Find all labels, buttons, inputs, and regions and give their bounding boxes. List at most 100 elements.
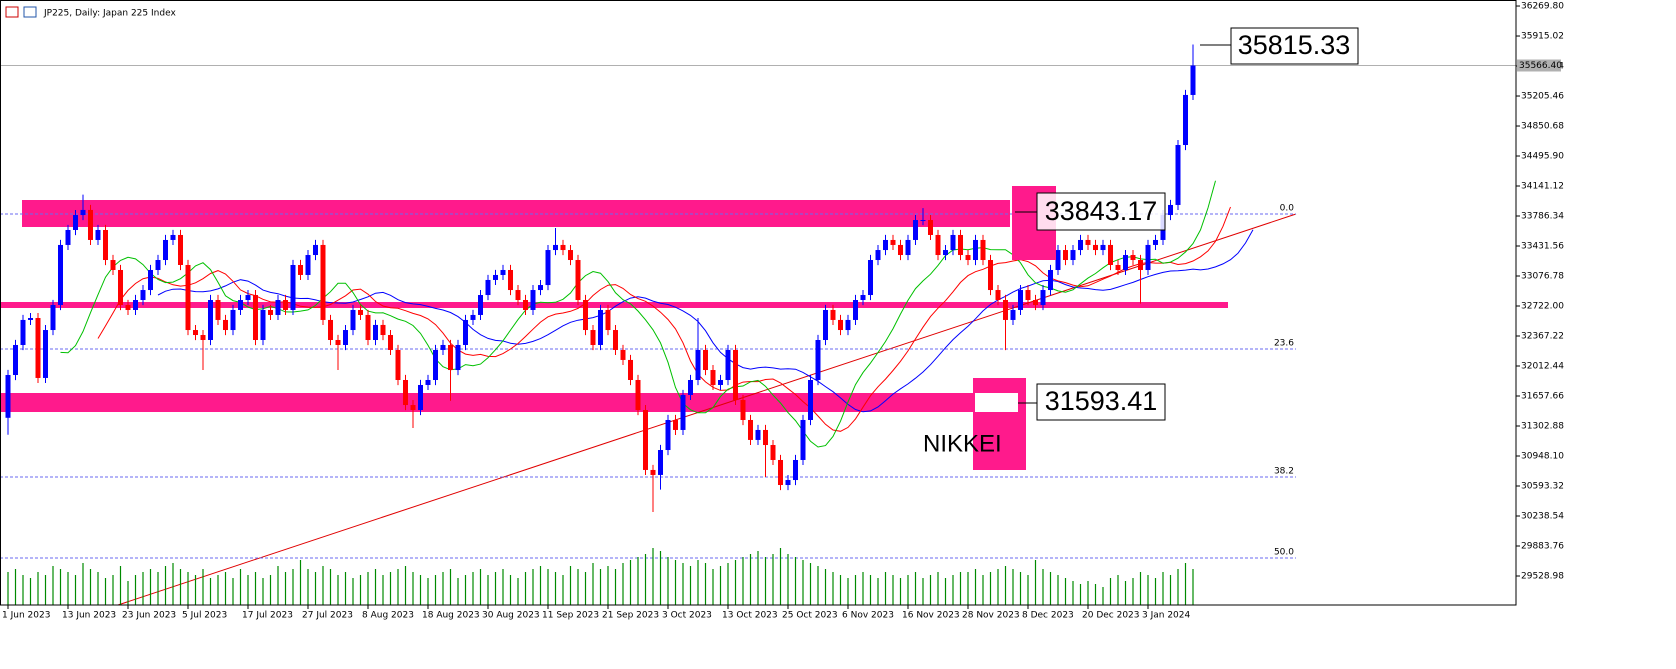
x-tick-label: 16 Nov 2023 (902, 611, 960, 621)
candle-body (1145, 244, 1151, 270)
icon (5, 6, 19, 18)
candle-body (650, 469, 656, 475)
candle-body (305, 255, 311, 275)
annotations: 35815.33 33843.17 31593.41 NIKKEI (923, 27, 1359, 470)
y-tick-label: 31302.88 (1521, 422, 1564, 432)
candle-body (898, 244, 903, 256)
candle-body (815, 340, 821, 380)
candle-body (868, 260, 873, 296)
candle-body (808, 379, 813, 420)
candle-body (785, 480, 791, 486)
candle-body (440, 344, 446, 350)
candle-body (418, 384, 423, 411)
candle-body (95, 229, 101, 240)
candle-body (1025, 290, 1031, 301)
candle-body (1003, 300, 1008, 320)
x-tick-label: 23 Jun 2023 (122, 611, 176, 621)
candle-body (920, 220, 926, 222)
candle-body (950, 234, 956, 251)
x-tick-label: 18 Aug 2023 (422, 611, 480, 621)
x-tick-label: 13 Jun 2023 (62, 611, 116, 621)
fib-label: 38.2 (1274, 466, 1294, 476)
candle-body (755, 429, 761, 440)
candle-body (335, 340, 341, 345)
candle-body (928, 220, 933, 235)
candle-body (830, 309, 836, 320)
candle-body (845, 319, 851, 331)
y-tick-label: 35915.02 (1521, 32, 1564, 42)
candle-body (73, 215, 78, 230)
callout-text: 31593.41 (1045, 386, 1158, 416)
x-tick-label: 11 Sep 2023 (542, 611, 599, 621)
candle-body (740, 399, 746, 420)
candle-body (200, 335, 206, 341)
candle-body (20, 319, 26, 345)
candle-body (628, 359, 633, 380)
candle-body (725, 349, 731, 380)
candle-body (170, 234, 176, 240)
candle-body (733, 349, 738, 400)
candle-body (1055, 250, 1061, 270)
price-label: 35566.40 (1519, 61, 1562, 71)
candle-body (230, 309, 236, 331)
candle-body (283, 300, 288, 310)
candle-body (80, 209, 86, 216)
plot-frame (0, 0, 1517, 606)
candle-body (553, 244, 558, 251)
candle-body (148, 269, 153, 291)
candle-body (433, 349, 438, 380)
candle-body (155, 260, 161, 270)
candle-body (575, 260, 581, 301)
candle-body (238, 300, 243, 310)
candle-body (1130, 255, 1136, 261)
fib-label: 0.0 (1280, 204, 1295, 214)
candle-body (1010, 309, 1016, 320)
candle-body (538, 285, 543, 291)
y-tick-label: 34141.12 (1521, 182, 1564, 192)
candle-body (703, 349, 708, 371)
candle-body (523, 300, 528, 310)
icon (23, 6, 37, 18)
candle-body (373, 324, 378, 341)
candle-body (508, 269, 513, 291)
candle-body (695, 349, 701, 380)
candle-body (988, 260, 993, 291)
callout-box (1036, 192, 1166, 231)
candle-body (133, 300, 138, 310)
chart-title: JP225, Daily: Japan 225 Index (43, 9, 176, 19)
candle-body (1115, 264, 1121, 270)
candle-body (50, 304, 56, 331)
x-tick-label: 3 Jan 2024 (1142, 611, 1190, 621)
candle-body (613, 330, 618, 350)
x-tick-label: 20 Dec 2023 (1082, 611, 1140, 621)
callout-text: 33843.17 (1045, 196, 1158, 226)
y-tick-label: 30948.10 (1521, 452, 1564, 462)
candle-body (88, 209, 93, 240)
candle-body (823, 309, 828, 341)
candle-body (943, 250, 948, 256)
candle-body (1175, 145, 1181, 205)
y-tick-label: 30238.54 (1521, 512, 1564, 522)
plot: 0.0 23.6 38.2 50.0 (0, 44, 1516, 605)
candle-body (1153, 239, 1158, 245)
y-tick-label: 29528.98 (1521, 571, 1564, 581)
candle-body (688, 379, 693, 395)
candle-body (980, 239, 986, 261)
callout-text: 35815.33 (1238, 30, 1351, 60)
candle-body (275, 300, 281, 315)
candle-body (583, 300, 588, 331)
trendline (117, 213, 1297, 606)
y-tick-label: 32722.00 (1521, 302, 1564, 312)
candle-body (680, 394, 686, 430)
candle-body (1093, 244, 1098, 251)
candle-body (380, 324, 386, 336)
x-tick-label: 27 Jul 2023 (302, 611, 353, 621)
candle-body (463, 319, 468, 345)
candle-body (800, 419, 806, 460)
candle-body (388, 335, 393, 350)
candle-body (1063, 250, 1068, 261)
candle-body (1138, 260, 1143, 270)
x-tick-label: 21 Sep 2023 (602, 611, 659, 621)
candle-body (778, 459, 783, 486)
